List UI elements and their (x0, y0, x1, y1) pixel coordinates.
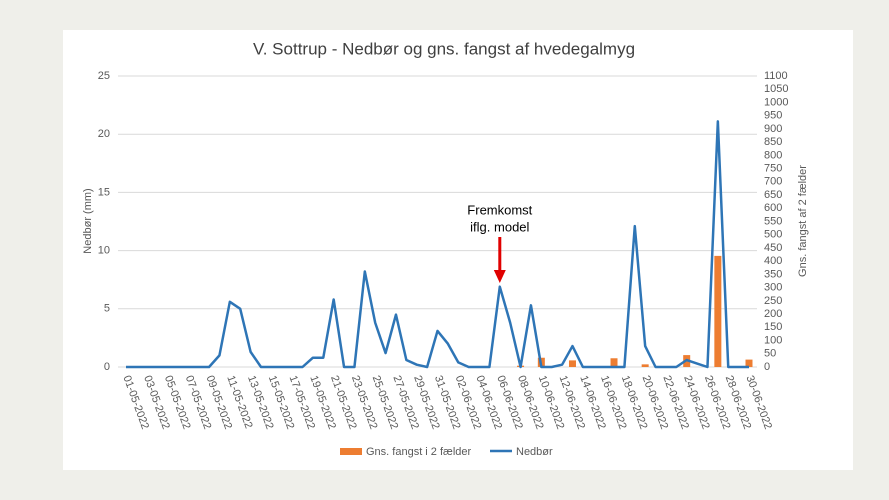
y2-tick-label: 100 (764, 334, 782, 346)
y2-tick-label: 900 (764, 123, 782, 135)
legend-label: Gns. fangst i 2 fælder (366, 446, 471, 458)
y-tick-label: 5 (104, 303, 110, 315)
chart-area (63, 30, 853, 470)
bar (610, 358, 618, 367)
y2-tick-label: 800 (764, 149, 782, 161)
y2-tick-label: 1000 (764, 96, 788, 108)
y2-axis-label: Gns. fangst af 2 fælder (797, 165, 809, 277)
y2-tick-label: 400 (764, 255, 782, 267)
y2-tick-label: 0 (764, 361, 770, 373)
y2-tick-label: 250 (764, 295, 782, 307)
annotation: Fremkomst (467, 202, 532, 217)
y2-tick-label: 750 (764, 162, 782, 174)
y2-tick-label: 550 (764, 215, 782, 227)
chart-title: V. Sottrup - Nedbør og gns. fangst af hv… (253, 39, 635, 58)
legend-label: Nedbør (516, 446, 553, 458)
bar (568, 360, 576, 367)
y-tick-label: 0 (104, 361, 110, 373)
y2-tick-label: 650 (764, 189, 782, 201)
annotation-arrowhead (493, 270, 506, 283)
line (126, 120, 749, 369)
y-tick-label: 25 (98, 70, 110, 82)
y2-tick-label: 150 (764, 321, 782, 333)
y2-tick-label: 700 (764, 176, 782, 188)
y2-tick-label: 200 (764, 308, 782, 320)
annotation: iflg. model (470, 219, 529, 234)
bar (641, 364, 649, 367)
y-tick-label: 10 (98, 245, 110, 257)
legend-swatch (340, 448, 362, 455)
y2-tick-label: 300 (764, 282, 782, 294)
y2-tick-label: 1050 (764, 83, 788, 95)
y2-tick-label: 850 (764, 136, 782, 148)
y2-tick-label: 950 (764, 110, 782, 122)
y-tick-label: 20 (98, 128, 110, 140)
y-axis-label: Nedbør (mm) (82, 188, 94, 253)
y2-tick-label: 350 (764, 268, 782, 280)
bar (714, 255, 722, 367)
y-tick-label: 15 (98, 186, 110, 198)
y2-tick-label: 500 (764, 229, 782, 241)
bar (745, 359, 753, 367)
y2-tick-label: 450 (764, 242, 782, 254)
y2-tick-label: 600 (764, 202, 782, 214)
y2-tick-label: 50 (764, 348, 776, 360)
y2-tick-label: 1100 (764, 70, 788, 82)
